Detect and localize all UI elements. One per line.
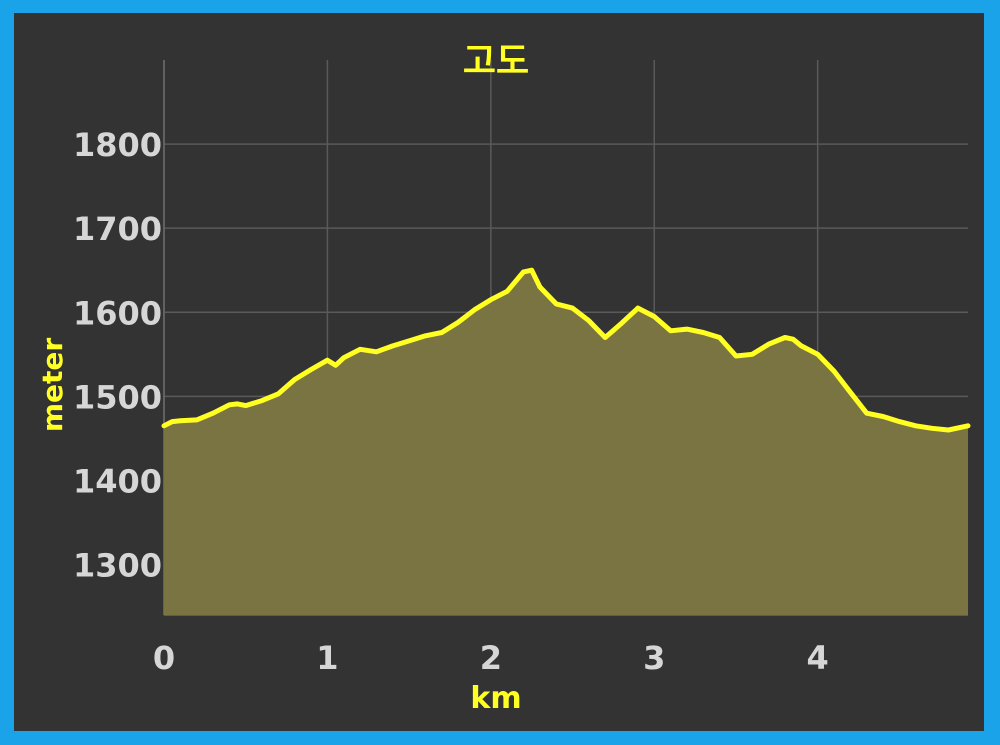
y-tick-label: 1600 — [73, 294, 162, 332]
y-tick-label: 1500 — [73, 378, 162, 416]
y-tick-label: 1800 — [73, 126, 162, 164]
y-axis-label: meter — [36, 338, 69, 433]
elevation-area — [164, 270, 968, 615]
x-tick-label: 3 — [643, 639, 665, 677]
y-tick-labels: 1300 1400 1500 1600 1700 1800 — [73, 126, 162, 584]
x-tick-label: 1 — [316, 639, 338, 677]
x-tick-label: 2 — [480, 639, 502, 677]
y-tick-label: 1300 — [73, 547, 162, 585]
x-axis-label: km — [470, 681, 521, 716]
chart-panel: 1300 1400 1500 1600 1700 1800 0 1 2 3 4 고도 km met… — [14, 13, 984, 731]
x-tick-label: 0 — [153, 639, 175, 677]
y-tick-label: 1400 — [73, 462, 162, 500]
elevation-chart: 1300 1400 1500 1600 1700 1800 0 1 2 3 4 고도 km met… — [36, 41, 971, 716]
chart-title: 고도 — [463, 41, 529, 82]
x-tick-labels: 0 1 2 3 4 — [153, 639, 829, 677]
elevation-line — [161, 267, 971, 433]
y-tick-label: 1700 — [73, 210, 162, 248]
x-tick-label: 4 — [807, 639, 829, 677]
